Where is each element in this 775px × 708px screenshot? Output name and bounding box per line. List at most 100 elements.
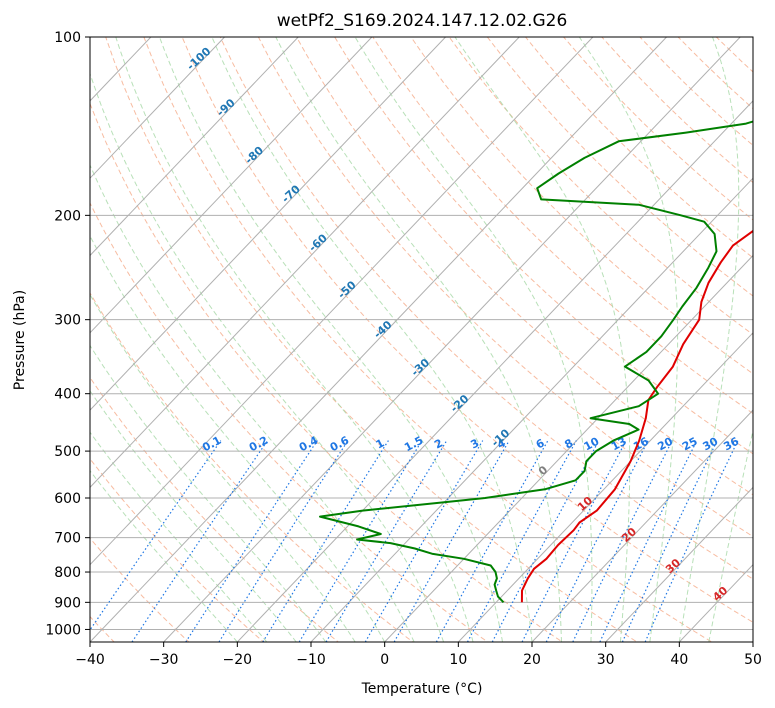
dry-adiabat-line xyxy=(90,458,265,642)
series-layer xyxy=(319,120,753,603)
moist-adiabat-line xyxy=(678,37,740,642)
line-annotations: 0.1 0.2 0.4 0.6 1 1.5 2 3 4 6 8 10 13 16 20 25 30 36-100-… xyxy=(184,45,741,604)
x-tick-label: 0 xyxy=(380,652,389,668)
mixing-ratio-line xyxy=(364,440,484,642)
y-tick-label: 400 xyxy=(54,387,81,403)
x-axis-label: Temperature (°C) xyxy=(361,681,483,697)
y-tick-label: 500 xyxy=(54,444,81,460)
dry-adiabat-line xyxy=(764,10,775,654)
moist-adiabat-line xyxy=(275,37,562,642)
y-tick-label: 300 xyxy=(54,313,81,329)
isotherm-line xyxy=(457,332,753,642)
dry-adiabat-line xyxy=(90,292,414,642)
mixing-ratio-label: 3 xyxy=(468,436,481,451)
dry-adiabat-line xyxy=(601,37,753,184)
x-tick-label: 10 xyxy=(449,652,467,668)
isotherm-label: -60 xyxy=(306,231,330,254)
dry-adiabat-line xyxy=(334,37,753,455)
moist-adiabat-line xyxy=(90,469,238,642)
moist-adiabat-line xyxy=(354,37,593,642)
dewpoint-line xyxy=(319,120,753,603)
dry-adiabat-line xyxy=(295,37,753,496)
mixing-ratio-line xyxy=(185,440,318,642)
y-tick-label: 600 xyxy=(54,491,81,507)
mixing-ratio-label: 2 xyxy=(432,436,445,451)
isotherm-line xyxy=(531,409,753,642)
dry-adiabat-line xyxy=(448,37,753,336)
mixing-ratio-line xyxy=(572,440,673,642)
isotherm-label: -70 xyxy=(279,182,303,205)
mixing-ratio-line xyxy=(435,440,549,642)
dry-adiabat-line xyxy=(727,10,775,654)
temperature-line xyxy=(520,229,753,603)
dry-adiabat-line xyxy=(181,37,753,623)
y-tick-label: 100 xyxy=(54,30,81,46)
mixing-ratio-line xyxy=(545,440,649,642)
isotherm-label: -80 xyxy=(243,144,267,167)
isotherm-line xyxy=(90,37,446,411)
y-axis-label: Pressure (hPa) xyxy=(12,290,28,390)
isotherm-label: -20 xyxy=(448,392,472,415)
moist-adiabat-line xyxy=(90,234,386,642)
x-tick-label: −20 xyxy=(223,652,253,668)
dry-adiabat-line xyxy=(486,37,753,297)
mixing-ratio-line xyxy=(644,440,739,642)
moist-adiabat-line xyxy=(454,37,631,642)
moist-adiabat-line xyxy=(159,37,503,642)
isotherm-label: 40 xyxy=(710,584,730,604)
x-tick-label: 20 xyxy=(523,652,541,668)
dry-adiabat-line xyxy=(677,37,753,110)
mixing-ratio-line xyxy=(393,440,510,642)
mixing-ratio-label: 6 xyxy=(534,436,547,451)
x-tick-label: 40 xyxy=(670,652,688,668)
dry-adiabat-line xyxy=(715,37,753,73)
x-axis: −40 −30 −20 −10 0 10 20 30 40 50 xyxy=(75,642,762,668)
moist-adiabat-line xyxy=(90,390,297,642)
isotherm-label: -50 xyxy=(335,278,359,301)
moist-adiabat-line xyxy=(90,344,327,642)
mixing-ratio-line xyxy=(262,440,389,642)
mixing-ratio-label: 36 xyxy=(721,435,741,454)
moist-adiabat-line xyxy=(708,428,753,642)
isotherm-line xyxy=(90,37,594,566)
mixing-ratio-label: 25 xyxy=(680,435,700,454)
y-axis: 100 200 300 400 500 600 700 800 900 1000 xyxy=(45,30,90,638)
isotherm-line xyxy=(384,254,753,642)
mixing-ratio-line xyxy=(131,440,268,642)
background-lines xyxy=(90,10,775,654)
dry-adiabat-line xyxy=(372,37,753,415)
chart-title: wetPf2_S169.2024.147.12.02.G26 xyxy=(277,11,568,31)
dry-adiabat-line xyxy=(562,37,753,221)
isotherm-line xyxy=(752,641,753,642)
mixing-ratio-label: 10 xyxy=(582,435,602,454)
moist-adiabat-line xyxy=(90,293,356,642)
dry-adiabat-line xyxy=(219,37,753,580)
isotherm-line xyxy=(90,37,520,489)
moist-adiabat-line xyxy=(578,37,679,642)
isotherm-line xyxy=(605,486,753,642)
isotherm-label: 30 xyxy=(663,556,683,576)
mixing-ratio-line xyxy=(90,440,222,632)
y-tick-label: 800 xyxy=(54,565,81,581)
dry-adiabat-line xyxy=(90,376,340,642)
mixing-ratio-label: 20 xyxy=(655,435,675,454)
moist-adiabat-line xyxy=(90,72,445,642)
isotherm-label: -90 xyxy=(214,96,238,119)
mixing-ratio-line xyxy=(466,440,577,642)
dry-adiabat-line xyxy=(257,37,753,538)
isotherm-line xyxy=(236,100,753,642)
isotherm-label: -40 xyxy=(371,318,395,341)
x-tick-label: 30 xyxy=(597,652,615,668)
isotherm-label: 10 xyxy=(575,494,595,514)
isotherm-line xyxy=(90,37,373,334)
mixing-ratio-line xyxy=(218,440,349,642)
isotherm-label: 20 xyxy=(619,525,639,545)
dry-adiabat-line xyxy=(410,37,753,375)
isotherm-line xyxy=(90,37,299,257)
y-tick-label: 900 xyxy=(54,595,81,611)
moist-adiabat-line xyxy=(211,37,533,642)
x-tick-label: −40 xyxy=(75,652,105,668)
isotherm-label: -30 xyxy=(409,356,433,379)
dry-adiabat-line xyxy=(90,201,489,642)
